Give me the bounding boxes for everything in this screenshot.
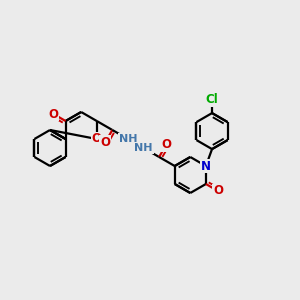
Text: O: O <box>213 184 223 197</box>
Text: NH: NH <box>119 134 137 144</box>
Text: O: O <box>100 136 110 148</box>
Text: NH: NH <box>134 143 153 153</box>
Text: O: O <box>161 138 171 152</box>
Text: O: O <box>92 133 102 146</box>
Text: N: N <box>201 160 211 172</box>
Text: Cl: Cl <box>206 93 218 106</box>
Text: O: O <box>49 107 58 121</box>
